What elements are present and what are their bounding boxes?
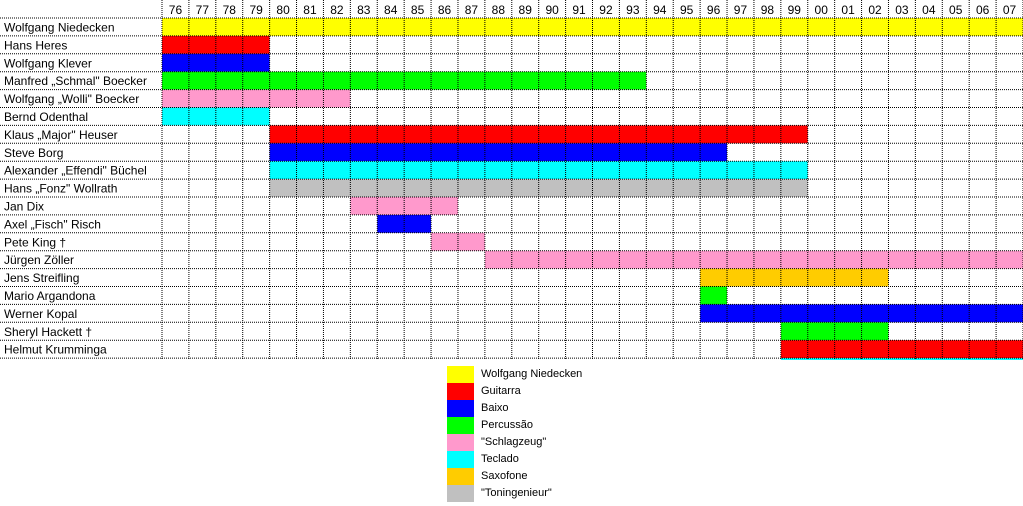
year-tick-label: 85 <box>411 3 425 17</box>
year-tick-label: 01 <box>841 3 855 17</box>
year-tick-label: 92 <box>599 3 613 17</box>
year-tick-label: 89 <box>519 3 533 17</box>
legend-label: Guitarra <box>481 385 521 397</box>
legend-label: Wolfgang Niedecken <box>481 368 583 380</box>
member-bar <box>780 358 1023 360</box>
member-name: Pete King † <box>4 235 66 249</box>
year-tick-label: 03 <box>895 3 909 17</box>
year-tick-label: 91 <box>572 3 586 17</box>
member-bar <box>162 89 351 108</box>
year-tick-label: 00 <box>815 3 829 17</box>
member-name: Hans „Fonz" Wollrath <box>4 182 117 196</box>
legend-swatch <box>447 468 474 485</box>
year-tick-label: 78 <box>223 3 237 17</box>
member-name: Wolfgang Niedecken <box>4 21 115 35</box>
year-tick-label: 06 <box>976 3 990 17</box>
year-tick-label: 87 <box>465 3 479 17</box>
band-timeline-chart: Wolfgang Niedecken Hans Heres Wolfgang Kle… <box>0 0 1023 360</box>
year-tick-label: 05 <box>949 3 963 17</box>
legend-item: "Toningenieur" <box>447 485 647 502</box>
legend-label: Saxofone <box>481 470 528 482</box>
member-name: Werner Kopal <box>4 307 77 321</box>
member-name: Axel „Fisch" Risch <box>4 217 101 231</box>
member-name: Klaus „Major" Heuser <box>4 128 118 142</box>
member-bar <box>780 340 1023 359</box>
year-tick-label: 83 <box>357 3 371 17</box>
year-tick-label: 90 <box>545 3 559 17</box>
legend-item: Guitarra <box>447 383 647 400</box>
year-tick-label: 93 <box>626 3 640 17</box>
legend-item: Teclado <box>447 451 647 468</box>
legend-item: Baixo <box>447 400 647 417</box>
year-tick-label: 99 <box>788 3 802 17</box>
member-bar <box>700 304 1023 323</box>
legend-label: Percussão <box>481 419 533 431</box>
legend-swatch <box>447 434 474 451</box>
member-name: Manfred „Schmal" Boecker <box>4 74 147 88</box>
year-tick-label: 95 <box>680 3 694 17</box>
legend-label: "Schlagzeug" <box>481 436 547 448</box>
legend-label: Baixo <box>481 402 509 414</box>
year-tick-label: 76 <box>169 3 183 17</box>
legend-swatch <box>447 366 474 383</box>
member-name: Steve Borg <box>4 146 63 160</box>
year-tick-label: 80 <box>276 3 290 17</box>
member-name: Sheryl Hackett † <box>4 325 92 339</box>
year-tick-label: 88 <box>492 3 506 17</box>
member-bar <box>700 286 728 305</box>
member-bar <box>700 268 889 287</box>
year-tick-label: 94 <box>653 3 667 17</box>
legend-item: Percussão <box>447 417 647 434</box>
year-tick-label: 86 <box>438 3 452 17</box>
member-name: Jan Dix <box>4 200 44 214</box>
year-tick-label: 98 <box>761 3 775 17</box>
year-tick-label: 81 <box>303 3 317 17</box>
member-name: Jürgen Zöller <box>4 253 74 267</box>
legend-item: Saxofone <box>447 468 647 485</box>
year-tick-label: 79 <box>249 3 263 17</box>
year-tick-label: 77 <box>196 3 210 17</box>
member-name: Alexander „Effendi" Büchel <box>4 164 147 178</box>
year-tick-label: 82 <box>330 3 344 17</box>
member-bar <box>377 214 432 233</box>
year-tick-label: 02 <box>868 3 882 17</box>
legend-swatch <box>447 485 474 502</box>
year-tick-label: 04 <box>922 3 936 17</box>
legend-label: "Toningenieur" <box>481 487 552 499</box>
member-name: Helmut Krumminga <box>4 343 107 357</box>
legend-swatch <box>447 417 474 434</box>
year-tick-label: 96 <box>707 3 721 17</box>
member-bar <box>269 143 728 162</box>
legend-swatch <box>447 383 474 400</box>
member-name: Wolfgang Klever <box>4 56 92 70</box>
member-bar <box>431 232 485 251</box>
member-name: Bernd Odenthal <box>4 110 88 124</box>
year-tick-label: 07 <box>1003 3 1017 17</box>
legend-swatch <box>447 400 474 417</box>
legend-label: Teclado <box>481 453 519 465</box>
member-name: Hans Heres <box>4 38 67 52</box>
legend-item: Wolfgang Niedecken <box>447 366 647 383</box>
member-name: Jens Streifling <box>4 271 79 285</box>
member-bar <box>484 250 1023 269</box>
year-tick-label: 84 <box>384 3 398 17</box>
legend-item: "Schlagzeug" <box>447 434 647 451</box>
legend-swatch <box>447 451 474 468</box>
member-name: Mario Argandona <box>4 289 96 303</box>
member-name: Wolfgang „Wolli" Boecker <box>4 92 139 106</box>
year-tick-label: 97 <box>734 3 748 17</box>
